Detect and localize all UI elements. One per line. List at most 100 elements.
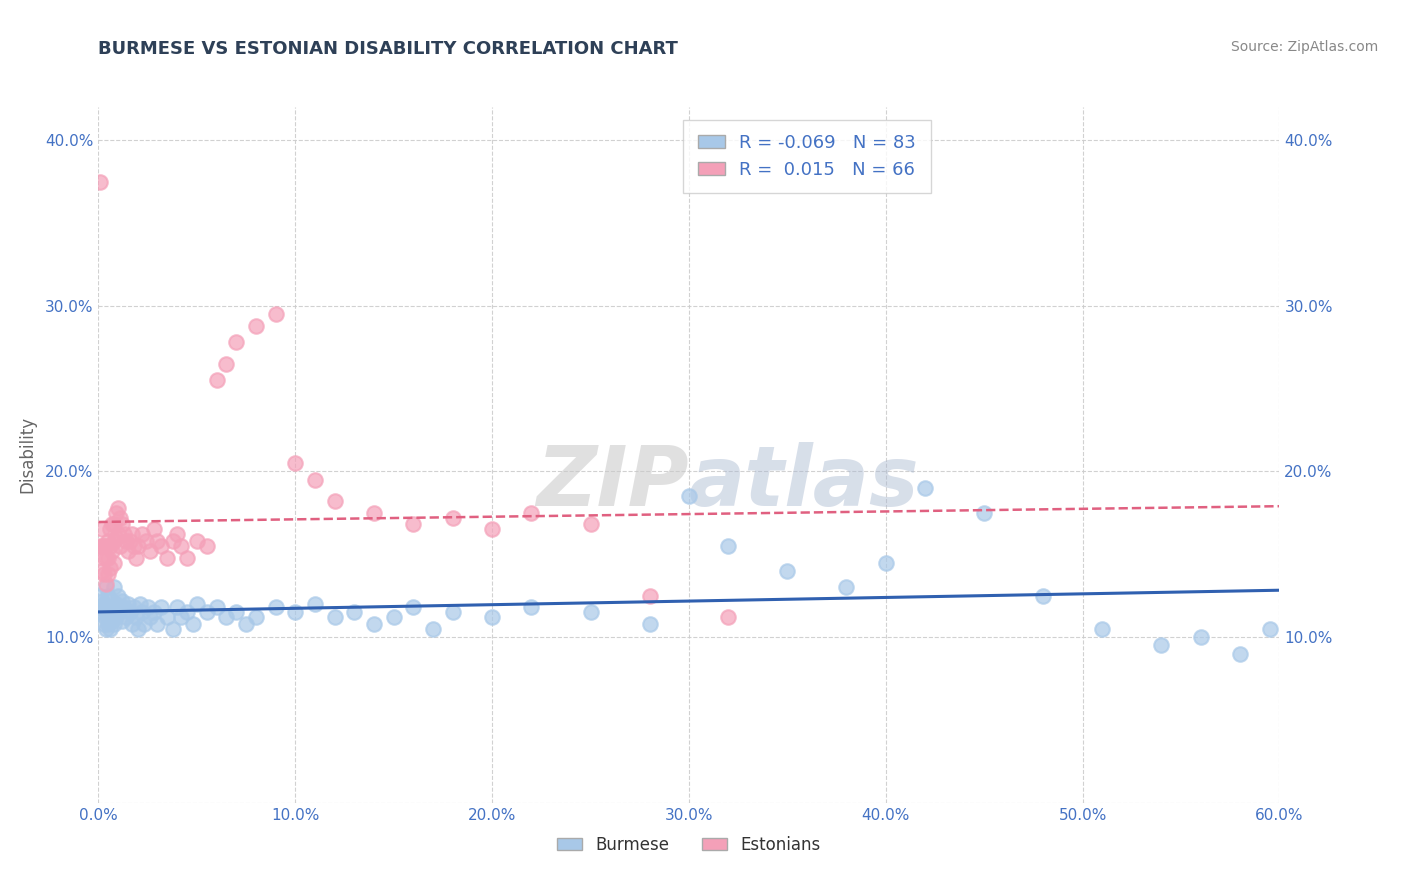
Point	[107, 605, 129, 619]
Point	[98, 560, 121, 574]
Point	[89, 600, 111, 615]
Point	[96, 605, 118, 619]
Point	[89, 175, 111, 189]
Text: atlas: atlas	[689, 442, 920, 524]
Point	[1032, 589, 1054, 603]
Point	[93, 616, 115, 631]
Point	[146, 534, 169, 549]
Point	[101, 544, 124, 558]
Point	[107, 500, 129, 515]
Point	[166, 527, 188, 541]
Point	[101, 614, 124, 628]
Point	[101, 517, 124, 532]
Point	[111, 614, 134, 628]
Point	[122, 600, 145, 615]
Point	[103, 517, 125, 532]
Point	[1189, 630, 1212, 644]
Point	[135, 534, 157, 549]
Point	[101, 593, 124, 607]
Point	[186, 534, 208, 549]
Point	[914, 481, 936, 495]
Point	[98, 622, 121, 636]
Point	[97, 616, 120, 631]
Point	[481, 523, 503, 537]
Y-axis label: Disability: Disability	[18, 417, 37, 493]
Point	[97, 589, 120, 603]
Point	[108, 600, 131, 615]
Point	[638, 616, 661, 631]
Point	[115, 610, 138, 624]
Point	[1258, 622, 1281, 636]
Point	[103, 534, 125, 549]
Point	[422, 622, 444, 636]
Point	[96, 577, 118, 591]
Text: Source: ZipAtlas.com: Source: ZipAtlas.com	[1230, 40, 1378, 54]
Point	[98, 600, 121, 615]
Point	[186, 597, 208, 611]
Point	[128, 597, 150, 611]
Point	[402, 517, 425, 532]
Point	[138, 544, 160, 558]
Point	[93, 550, 115, 565]
Point	[105, 597, 128, 611]
Point	[717, 539, 740, 553]
Point	[97, 610, 120, 624]
Point	[89, 539, 111, 553]
Point	[441, 511, 464, 525]
Point	[170, 539, 193, 553]
Point	[776, 564, 799, 578]
Point	[103, 605, 125, 619]
Point	[1091, 622, 1114, 636]
Point	[875, 556, 897, 570]
Point	[520, 600, 543, 615]
Point	[195, 605, 218, 619]
Point	[176, 605, 198, 619]
Point	[156, 610, 179, 624]
Point	[284, 456, 307, 470]
Point	[96, 550, 118, 565]
Point	[205, 373, 228, 387]
Point	[176, 550, 198, 565]
Point	[121, 616, 143, 631]
Point	[111, 517, 134, 532]
Point	[96, 581, 118, 595]
Point	[835, 581, 858, 595]
Point	[235, 616, 257, 631]
Text: ZIP: ZIP	[536, 442, 689, 524]
Point	[131, 605, 153, 619]
Point	[142, 605, 165, 619]
Point	[138, 610, 160, 624]
Point	[162, 534, 184, 549]
Point	[118, 605, 141, 619]
Point	[93, 539, 115, 553]
Legend: Burmese, Estonians: Burmese, Estonians	[550, 830, 828, 861]
Point	[323, 610, 346, 624]
Point	[103, 556, 125, 570]
Point	[225, 605, 247, 619]
Point	[146, 616, 169, 631]
Point	[89, 589, 111, 603]
Point	[170, 610, 193, 624]
Point	[481, 610, 503, 624]
Point	[284, 605, 307, 619]
Point	[215, 610, 238, 624]
Point	[363, 616, 385, 631]
Point	[91, 605, 114, 619]
Point	[103, 581, 125, 595]
Point	[1229, 647, 1251, 661]
Point	[195, 539, 218, 553]
Point	[111, 593, 134, 607]
Point	[343, 605, 366, 619]
Point	[117, 597, 139, 611]
Point	[91, 564, 114, 578]
Point	[96, 622, 118, 636]
Point	[105, 506, 128, 520]
Point	[441, 605, 464, 619]
Point	[108, 539, 131, 553]
Point	[245, 318, 267, 333]
Point	[97, 567, 120, 582]
Point	[264, 307, 287, 321]
Point	[520, 506, 543, 520]
Point	[150, 539, 173, 553]
Point	[579, 605, 602, 619]
